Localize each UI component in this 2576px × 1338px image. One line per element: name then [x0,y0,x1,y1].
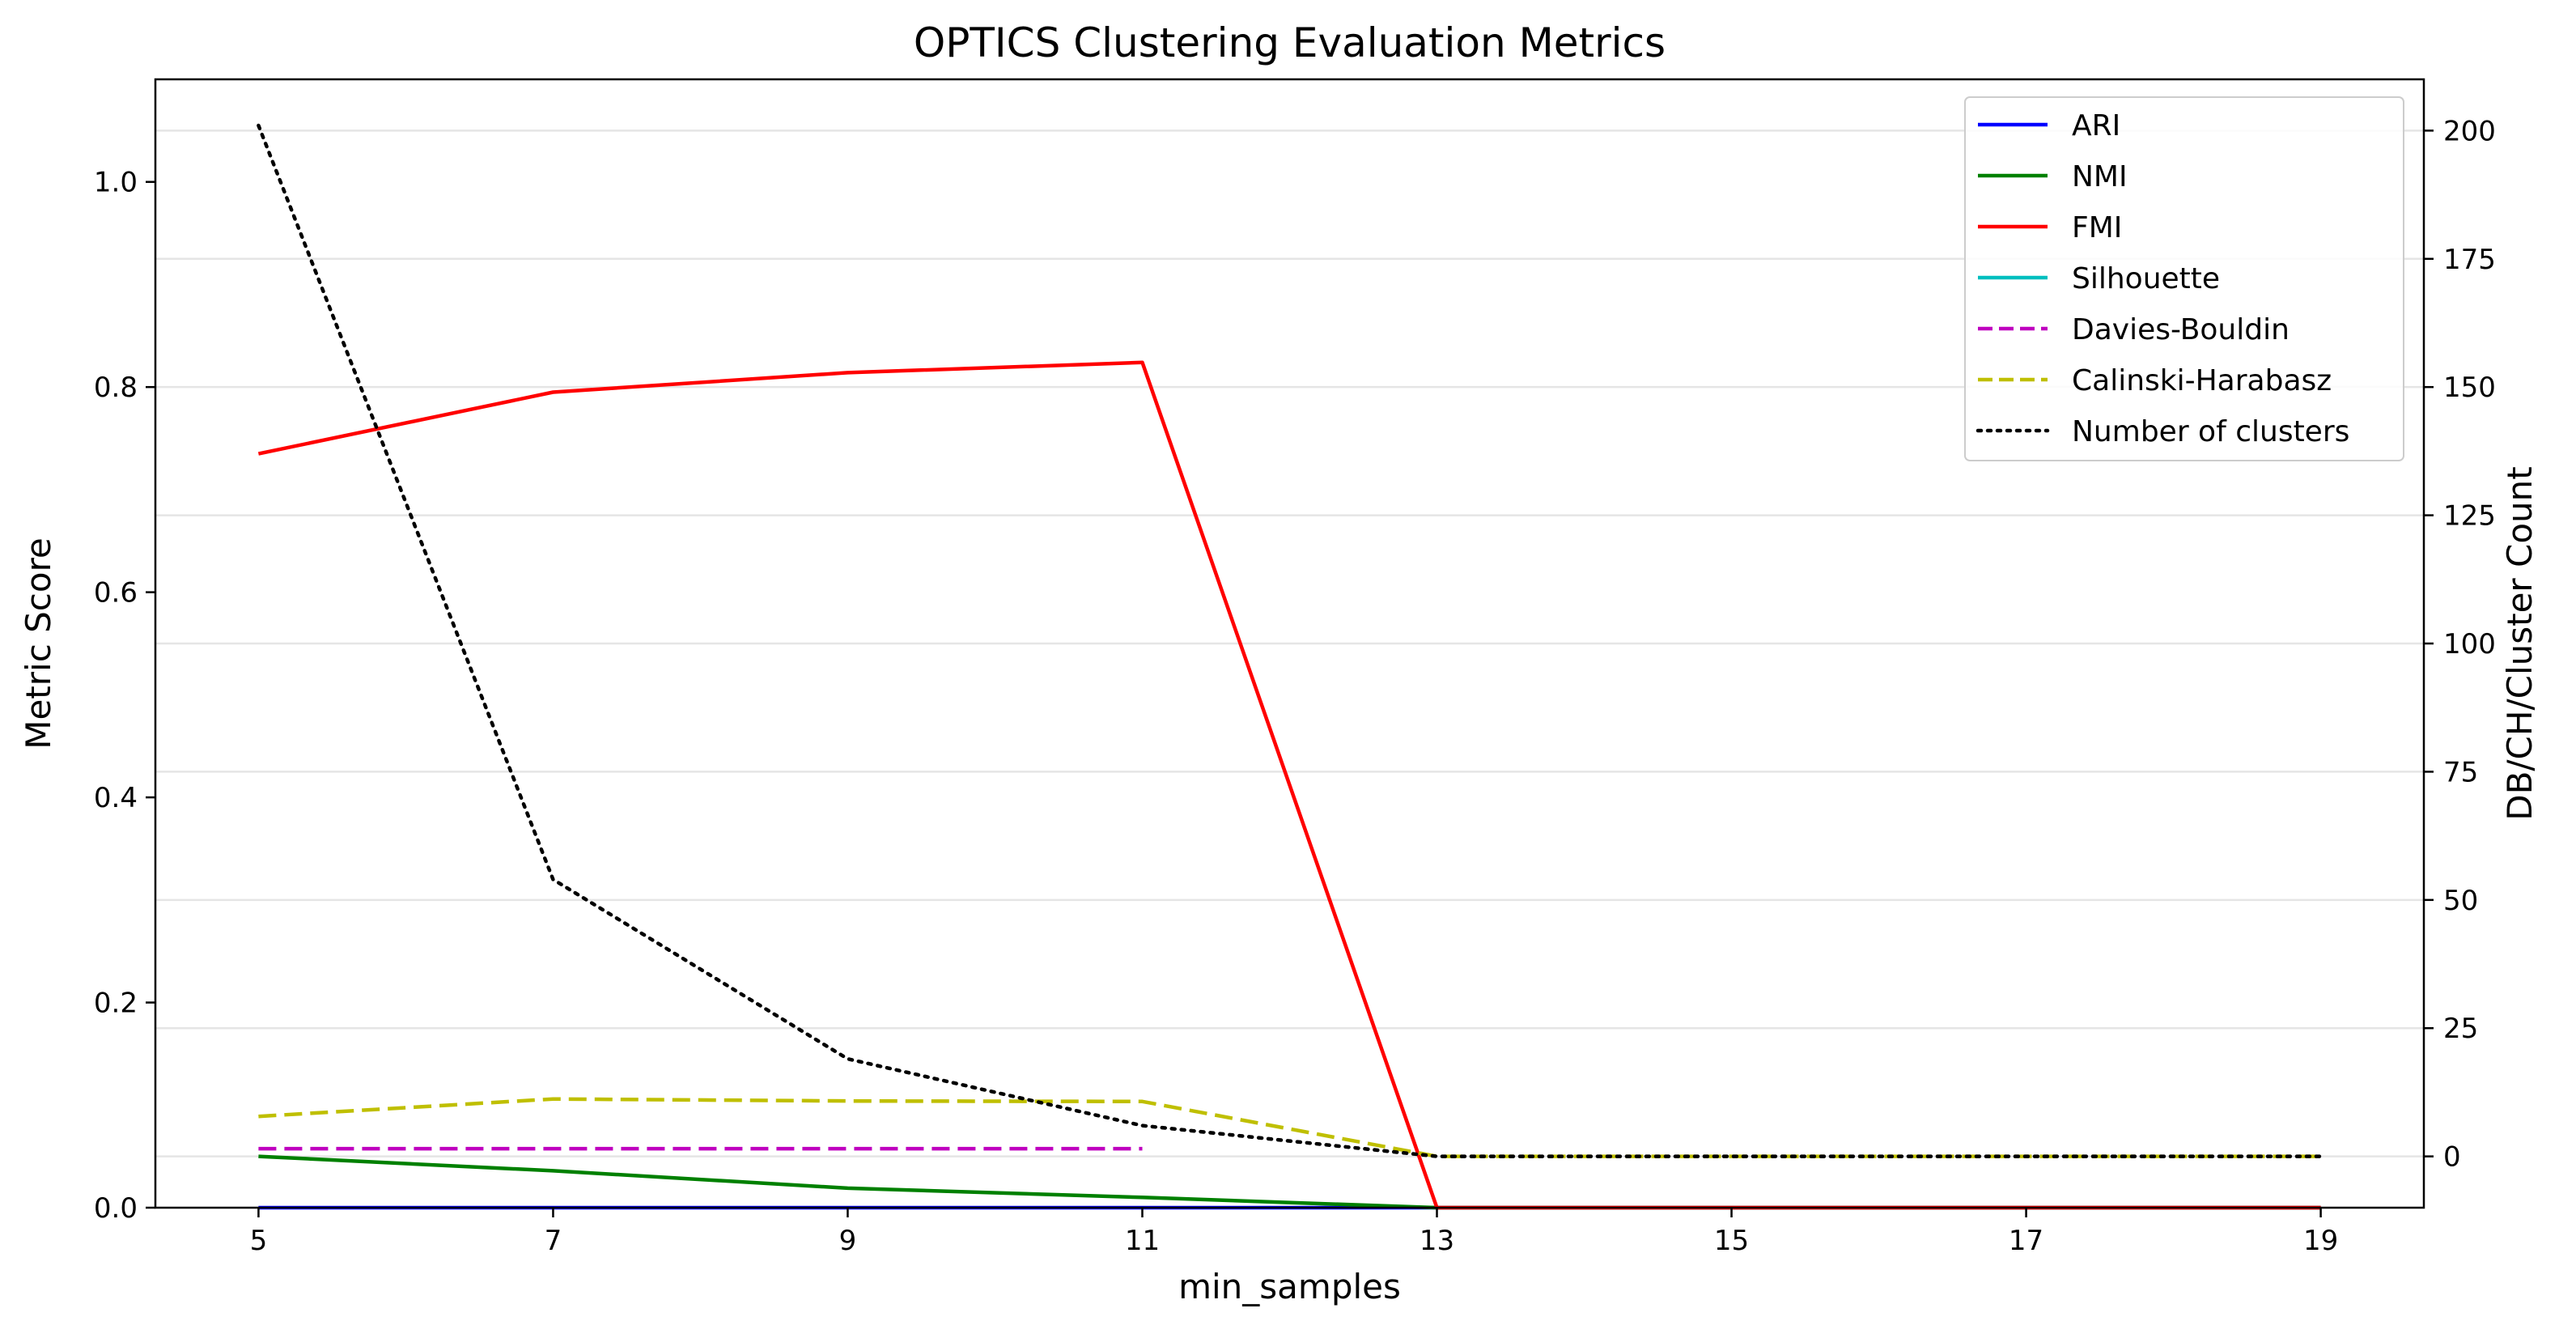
y-left-tick-label-1.0: 1.0 [94,167,138,199]
legend: ARI NMI FMI Silhouette Davies-Bouldin Calinsk… [1964,96,2404,461]
y-right-tick-label-25: 25 [2443,1013,2478,1045]
x-axis-label: min_samples [1178,1267,1401,1306]
y-left-tick-label-0.4: 0.4 [94,782,138,814]
x-tick-label-11: 11 [1125,1225,1160,1257]
y-right-tick-label-100: 100 [2443,628,2496,661]
x-tick-label-15: 15 [1714,1225,1749,1257]
legend-label-nmi: NMI [2072,160,2128,193]
chart-title: OPTICS Clustering Evaluation Metrics [914,19,1666,66]
x-tick-label-17: 17 [2009,1225,2043,1257]
legend-label-number-of-clusters: Number of clusters [2072,415,2349,448]
x-tick-label-9: 9 [839,1225,857,1257]
y-left-tick-label-0.8: 0.8 [94,372,138,404]
y-right-tick-label-75: 75 [2443,756,2478,788]
axes-layer: 5 7 9 11 13 15 17 19 0.0 0.2 0.4 0.6 0.8 1.0 0 25 50 75 10… [94,115,2496,1257]
y-left-tick-label-0.2: 0.2 [94,988,138,1020]
y-left-tick-label-0.0: 0.0 [94,1192,138,1225]
y-right-tick-label-200: 200 [2443,115,2496,147]
legend-label-fmi: FMI [2072,211,2122,244]
x-tick-label-7: 7 [545,1225,562,1257]
legend-label-davies-bouldin: Davies-Bouldin [2072,313,2290,346]
legend-label-ari: ARI [2072,109,2120,142]
y-axis-right-label: DB/CH/Cluster Count [2500,466,2540,821]
x-tick-label-5: 5 [250,1225,268,1257]
y-right-tick-label-175: 175 [2443,244,2496,276]
y-right-tick-label-0: 0 [2443,1141,2461,1174]
series-line-number-of-clusters [257,123,2323,1158]
legend-box [1964,96,2404,461]
legend-label-calinski-harabasz: Calinski-Harabasz [2072,364,2332,397]
y-axis-left-label: Metric Score [19,537,58,750]
y-right-tick-label-50: 50 [2443,885,2478,917]
y-left-tick-label-0.6: 0.6 [94,577,138,610]
legend-label-silhouette: Silhouette [2072,262,2220,295]
x-tick-label-19: 19 [2303,1225,2338,1257]
y-right-tick-label-125: 125 [2443,500,2496,533]
x-tick-label-13: 13 [1420,1225,1454,1257]
legend-items: ARI NMI FMI Silhouette Davies-Bouldin Calinsk… [1975,109,2349,448]
y-right-tick-label-150: 150 [2443,372,2496,404]
